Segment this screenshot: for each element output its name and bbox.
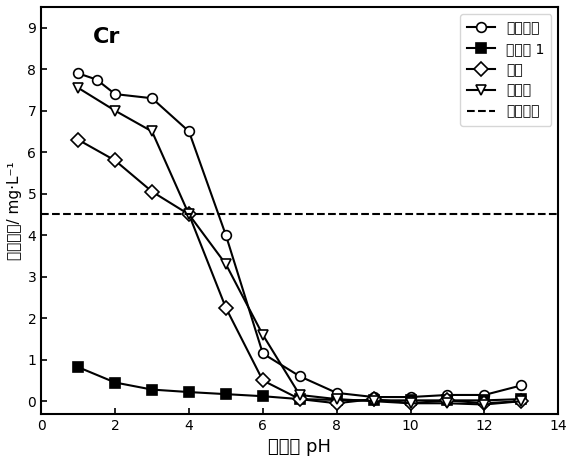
- 原始飞灰: [149, 95, 156, 101]
- 硫化钙: [370, 398, 377, 404]
- 硫化钙: [185, 212, 192, 217]
- 硫脲: [185, 212, 192, 217]
- 硫化钙: [333, 396, 340, 402]
- 实施例 1: [370, 398, 377, 403]
- X-axis label: 浸出液 pH: 浸出液 pH: [268, 438, 331, 456]
- 硫脲: [296, 396, 303, 402]
- 硫化钙: [112, 108, 119, 113]
- 实施例 1: [259, 394, 266, 399]
- 硫化钙: [149, 129, 156, 134]
- 硫脲: [223, 305, 230, 311]
- 硫化钙: [259, 332, 266, 338]
- 实施例 1: [296, 396, 303, 402]
- 实施例 1: [481, 398, 488, 403]
- Y-axis label: 浸出浓度/ mg·L⁻¹: 浸出浓度/ mg·L⁻¹: [7, 161, 22, 260]
- 原始飞灰: [75, 70, 82, 76]
- 硫脲: [518, 398, 525, 404]
- Text: Cr: Cr: [93, 27, 121, 47]
- 国标限值: [38, 212, 45, 217]
- 原始飞灰: [333, 390, 340, 396]
- 硫化钙: [444, 400, 451, 406]
- 硫脲: [370, 396, 377, 402]
- 原始飞灰: [93, 77, 100, 82]
- 实施例 1: [75, 364, 82, 370]
- 硫化钙: [481, 402, 488, 407]
- 硫脲: [333, 400, 340, 406]
- 实施例 1: [518, 396, 525, 402]
- 实施例 1: [112, 380, 119, 385]
- 硫化钙: [407, 400, 414, 406]
- Legend: 原始飞灰, 实施例 1, 硫脲, 硫化钙, 国标限值: 原始飞灰, 实施例 1, 硫脲, 硫化钙, 国标限值: [460, 14, 551, 125]
- 原始飞灰: [185, 129, 192, 134]
- 国标限值: [75, 212, 82, 217]
- 硫化钙: [518, 398, 525, 404]
- 原始飞灰: [481, 392, 488, 398]
- 硫脲: [407, 400, 414, 406]
- 实施例 1: [333, 397, 340, 403]
- Line: 实施例 1: 实施例 1: [73, 363, 526, 405]
- Line: 硫化钙: 硫化钙: [73, 83, 526, 409]
- 硫脲: [112, 158, 119, 163]
- 实施例 1: [185, 389, 192, 395]
- 硫化钙: [75, 85, 82, 91]
- 硫化钙: [296, 392, 303, 398]
- 实施例 1: [407, 398, 414, 403]
- 硫化钙: [223, 262, 230, 267]
- 实施例 1: [444, 398, 451, 403]
- 原始飞灰: [112, 91, 119, 97]
- 原始飞灰: [296, 374, 303, 379]
- Line: 硫脲: 硫脲: [73, 135, 526, 408]
- 硫脲: [149, 189, 156, 194]
- 硫脲: [481, 400, 488, 406]
- 硫脲: [75, 137, 82, 143]
- Line: 原始飞灰: 原始飞灰: [73, 69, 526, 402]
- 原始飞灰: [407, 394, 414, 400]
- 实施例 1: [223, 391, 230, 397]
- 实施例 1: [149, 387, 156, 392]
- 硫脲: [259, 378, 266, 383]
- 硫脲: [444, 398, 451, 403]
- 原始飞灰: [518, 382, 525, 388]
- 原始飞灰: [223, 232, 230, 238]
- 原始飞灰: [259, 350, 266, 356]
- 原始飞灰: [444, 392, 451, 398]
- 原始飞灰: [370, 394, 377, 400]
